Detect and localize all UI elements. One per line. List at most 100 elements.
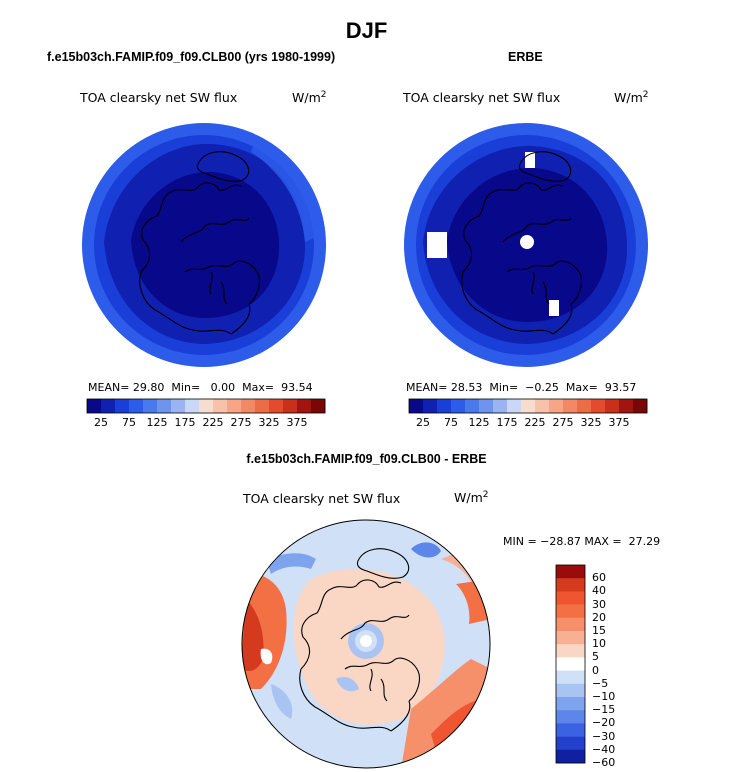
colorbar-tick-label: −10 [592, 690, 616, 703]
colorbar-tick-label: 175 [496, 416, 518, 429]
colorbar-swatch [556, 657, 585, 671]
colorbar-swatch [556, 710, 585, 724]
colorbar-swatch [556, 631, 585, 645]
colorbar-tick-label: 125 [146, 416, 168, 429]
colorbar-swatch [297, 399, 312, 413]
colorbar-tick-label: 10 [592, 637, 606, 651]
colorbar-swatch [556, 604, 585, 619]
colorbar-swatch [535, 399, 550, 413]
diff-polar-map [241, 519, 491, 769]
right-variable-label: TOA clearsky net SW flux [403, 90, 561, 105]
colorbar-swatch [549, 399, 564, 413]
colorbar-tick-label: 15 [592, 624, 606, 637]
colorbar-tick-label: 275 [230, 416, 252, 429]
right-panel-title: ERBE [508, 50, 543, 64]
colorbar-swatch [87, 399, 102, 413]
colorbar-swatch [556, 697, 585, 711]
colorbar-swatch [465, 399, 480, 413]
diff-variable-label: TOA clearsky net SW flux [243, 491, 401, 506]
colorbar-tick-label: 0 [592, 663, 599, 677]
left-units-label: W/m2 [292, 90, 327, 106]
colorbar-swatch [129, 399, 144, 413]
colorbar-tick-label: 75 [122, 416, 136, 429]
left-colorbar [86, 398, 326, 414]
colorbar-swatch [255, 399, 270, 413]
colorbar-swatch [157, 399, 172, 413]
colorbar-border [408, 398, 648, 414]
figure-title: DJF [345, 18, 388, 43]
colorbar-swatch [479, 399, 494, 413]
colorbar-swatch [311, 399, 326, 413]
colorbar-swatch [556, 723, 585, 737]
colorbar-tick-label: −30 [592, 729, 616, 743]
right-units-label: W/m2 [614, 90, 649, 106]
colorbar-swatch [199, 399, 214, 413]
colorbar-tick-label: −60 [592, 756, 616, 769]
diff-units-label: W/m2 [454, 490, 489, 506]
colorbar-swatch [227, 399, 242, 413]
colorbar-swatch [101, 399, 116, 413]
left-max-value: 93.54 [281, 381, 313, 394]
colorbar-tick-label: 375 [286, 416, 308, 429]
colorbar-swatch [556, 565, 585, 579]
colorbar-swatch [556, 578, 585, 592]
colorbar-swatch [556, 591, 585, 605]
colorbar-swatch [493, 399, 508, 413]
colorbar-tick-label: 30 [592, 597, 606, 611]
colorbar-swatch [556, 683, 585, 698]
colorbar-border [86, 398, 326, 414]
colorbar-swatch [115, 399, 130, 413]
right-max-label: Max= [565, 381, 598, 394]
colorbar-swatch [521, 399, 536, 413]
colorbar-swatch [563, 399, 578, 413]
left-mean-value: 29.80 [132, 381, 165, 394]
colorbar-swatch [213, 399, 228, 413]
colorbar-swatch [423, 399, 438, 413]
left-polar-map [82, 123, 326, 367]
colorbar-swatch [409, 399, 424, 413]
diff-panel-title: f.e15b03ch.FAMIP.f09_f09.CLB00 - ERBE [246, 452, 487, 466]
colorbar-swatch [283, 399, 298, 413]
colorbar-swatch [605, 399, 620, 413]
colorbar-swatch [507, 399, 522, 413]
right-colorbar-ticks: 25 75 125 175 225 275 325 375 [0, 416, 733, 430]
colorbar-tick-label: −5 [592, 676, 609, 690]
colorbar-tick-label: 225 [524, 416, 546, 429]
colorbar-swatch [591, 399, 606, 413]
left-variable-label: TOA clearsky net SW flux [80, 90, 238, 105]
left-mean-label: MEAN= [88, 381, 130, 394]
colorbar-swatch [619, 399, 634, 413]
right-max-value: 93.57 [604, 381, 637, 394]
colorbar-swatch [451, 399, 466, 413]
colorbar-border [555, 564, 586, 764]
colorbar-tick-label: −15 [592, 703, 616, 717]
right-min-value: −0.25 [525, 381, 559, 394]
right-min-label: Min= [489, 381, 519, 394]
colorbar-swatch [556, 644, 585, 658]
left-max-label: Max= [242, 381, 275, 394]
colorbar-tick-label: 125 [468, 416, 490, 429]
colorbar-swatch [577, 399, 592, 413]
left-min-value: 0.00 [210, 381, 236, 394]
colorbar-swatch [437, 399, 452, 413]
colorbar-swatch [241, 399, 256, 413]
colorbar-swatch [269, 399, 284, 413]
colorbar-tick-label: 275 [552, 416, 574, 429]
left-panel-title: f.e15b03ch.FAMIP.f09_f09.CLB00 (yrs 1980… [47, 50, 336, 64]
colorbar-tick-label: 225 [202, 416, 224, 429]
colorbar-tick-label: 60 [592, 571, 606, 585]
colorbar-swatch [556, 749, 585, 764]
colorbar-tick-label: 25 [416, 416, 430, 429]
colorbar-swatch [633, 399, 648, 413]
right-mean-value: 28.53 [450, 381, 483, 394]
left-colorbar-ticks: 25 75 125 175 225 275 325 375 [0, 416, 733, 430]
diff-stats: MIN = −28.87 MAX = 27.29 [503, 535, 661, 548]
left-stats: MEAN= 29.80 Min= 0.00 Max= 93.54 [88, 381, 313, 394]
colorbar-tick-label: 75 [444, 416, 458, 429]
left-min-label: Min= [171, 381, 201, 394]
right-mean-label: MEAN= [406, 381, 448, 394]
right-stats: MEAN= 28.53 Min= −0.25 Max= 93.57 [406, 381, 636, 394]
colorbar-swatch [185, 399, 200, 413]
right-polar-map [404, 123, 648, 367]
diff-colorbar [555, 564, 586, 764]
